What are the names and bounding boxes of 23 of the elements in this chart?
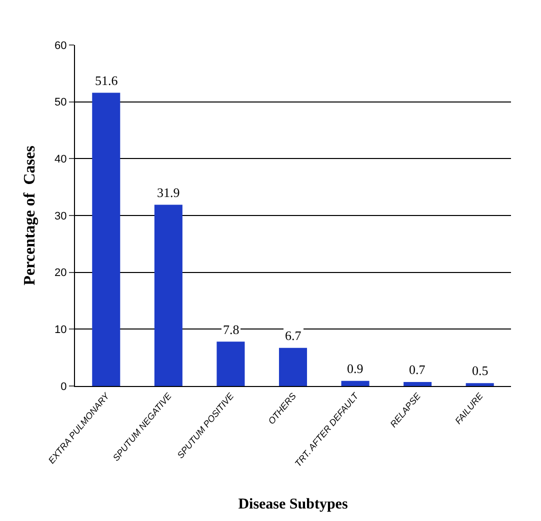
y-tick-label: 50 xyxy=(54,96,67,109)
data-label: 0.7 xyxy=(409,362,426,377)
data-label: 51.6 xyxy=(95,73,118,88)
y-tick-label: 60 xyxy=(54,40,67,52)
data-label: 0.5 xyxy=(472,363,488,378)
data-label: 0.9 xyxy=(347,361,364,376)
bar xyxy=(154,204,182,386)
data-label: 31.9 xyxy=(157,185,180,200)
bar xyxy=(92,92,120,386)
y-tick-label: 40 xyxy=(54,154,67,166)
y-tick-label: 30 xyxy=(54,210,67,222)
bar xyxy=(466,383,494,386)
y-tick-label: 10 xyxy=(54,324,67,336)
y-axis-title: Percentage of Cases xyxy=(21,146,38,286)
bar xyxy=(278,348,308,386)
y-tick-label: 20 xyxy=(54,267,67,280)
bar xyxy=(341,380,370,386)
data-label: 7.8 xyxy=(223,322,240,337)
bar xyxy=(404,382,432,386)
y-tick-label: 0 xyxy=(60,380,67,393)
data-label: 6.7 xyxy=(285,328,302,343)
bar xyxy=(216,342,245,386)
x-axis-title: Disease Subtypes xyxy=(238,496,348,513)
